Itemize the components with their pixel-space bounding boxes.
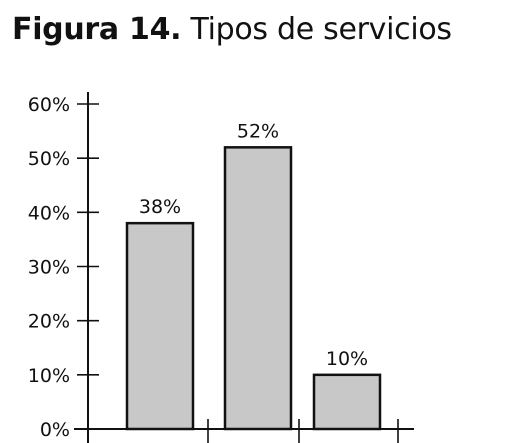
figure-title: Figura 14. Tipos de servicios [12,10,452,50]
bar-value-label: 10% [326,348,368,370]
bar [125,221,195,431]
bars [125,146,382,431]
figure-caption: Tipos de servicios [190,12,453,47]
y-tick-label: 60% [28,94,70,116]
y-tick-label: 10% [28,365,70,387]
bar [223,146,293,431]
bar [312,373,382,431]
bar-value-label: 52% [237,120,279,142]
bar-value-label: 38% [139,196,181,218]
y-tick-label: 50% [28,148,70,170]
figure-number: Figura 14. [12,12,182,47]
y-axis: 0% 10% 20% 30% 40% 50% 60% [28,92,99,443]
y-tick-label: 40% [28,202,70,224]
y-tick-label: 0% [40,419,70,441]
y-tick-label: 30% [28,257,70,279]
y-tick-label: 20% [28,311,70,333]
data-labels: 38% 52% 10% [139,120,368,370]
